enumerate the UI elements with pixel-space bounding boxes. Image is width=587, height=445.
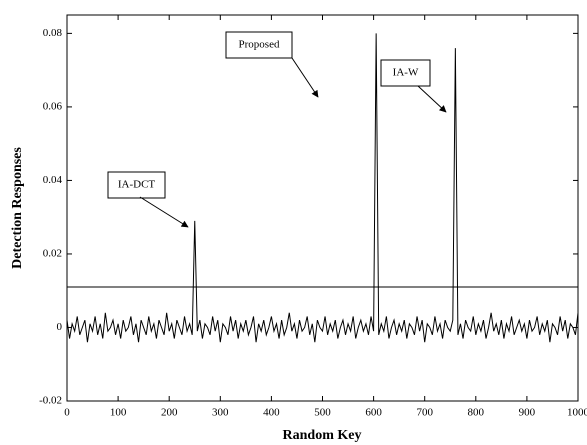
x-tick-label: 100: [110, 407, 127, 419]
x-tick-label: 200: [161, 407, 178, 419]
x-tick-label: 600: [365, 407, 382, 419]
annotation-arrow: [139, 196, 189, 228]
annotation-box: [380, 59, 431, 87]
y-axis-title: Detection Responses: [10, 147, 25, 269]
y-tick-label: 0.08: [43, 27, 63, 39]
y-tick-label: -0.02: [39, 395, 62, 407]
data-line: [66, 33, 579, 343]
annotation-box: [107, 171, 166, 199]
annotation-box: [225, 31, 293, 59]
x-tick-label: 700: [416, 407, 433, 419]
annotation-label: IA-DCT: [118, 179, 156, 191]
x-tick-label: 500: [314, 407, 331, 419]
x-tick-label: 400: [263, 407, 280, 419]
y-tick-label: 0.06: [43, 100, 63, 112]
plot-frame: [66, 14, 579, 402]
x-tick-label: 800: [468, 407, 485, 419]
y-tick-label: 0.02: [43, 247, 62, 259]
annotation-arrow: [291, 57, 319, 98]
x-tick-label: 0: [64, 407, 70, 419]
x-axis-title: Random Key: [283, 428, 362, 443]
x-tick-label: 1000: [567, 407, 587, 419]
y-tick-label: 0: [57, 321, 63, 333]
annotation-arrow: [417, 85, 447, 113]
x-tick-label: 900: [519, 407, 536, 419]
annotation-label: IA-W: [393, 67, 419, 79]
y-tick-label: 0.04: [43, 174, 63, 186]
x-tick-label: 300: [212, 407, 229, 419]
annotation-label: Proposed: [239, 39, 280, 51]
